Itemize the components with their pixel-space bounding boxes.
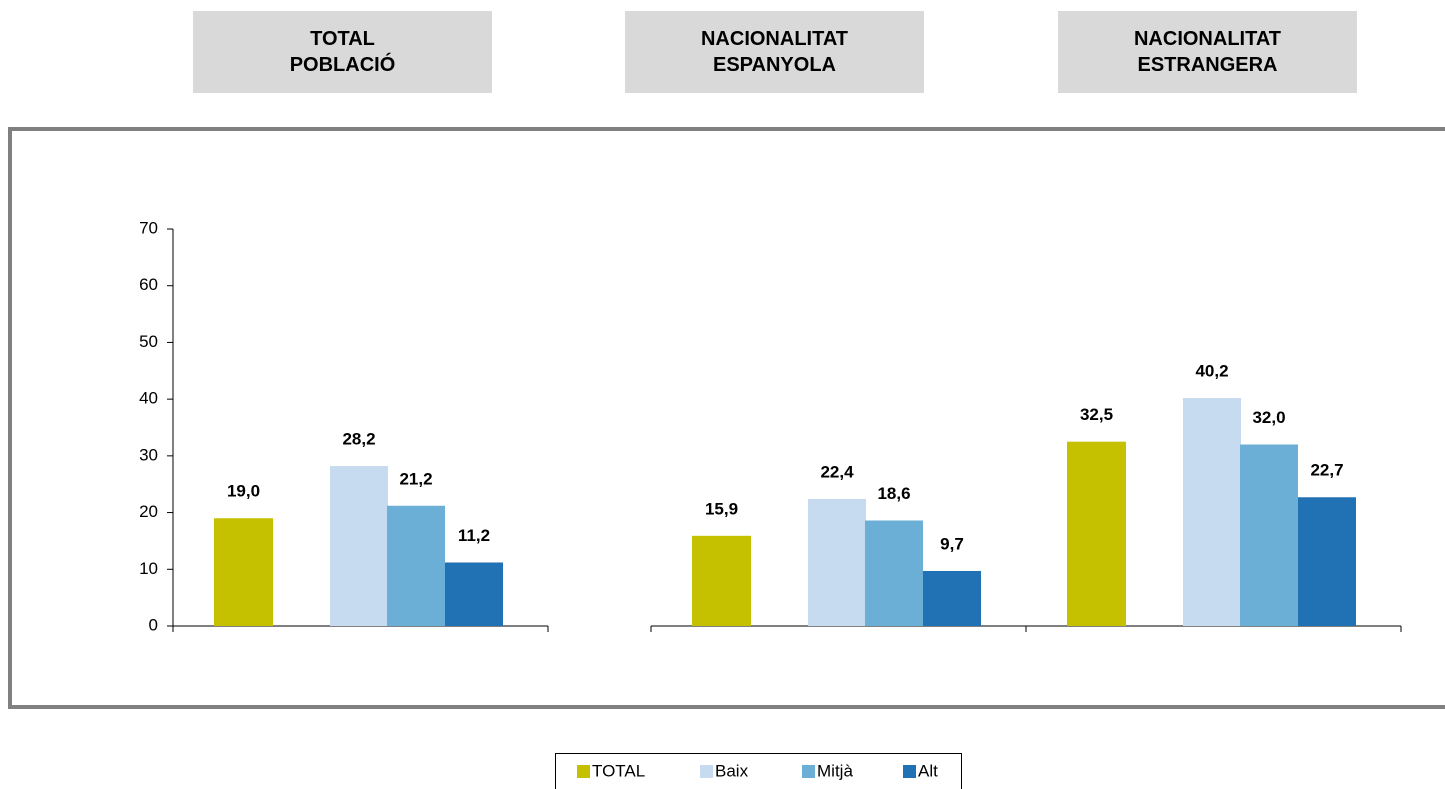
legend-label: Mitjà	[817, 761, 853, 780]
y-tick-label: 50	[139, 332, 158, 351]
y-tick-label: 30	[139, 445, 158, 464]
legend-swatch	[903, 765, 916, 778]
bar	[330, 466, 388, 626]
value-label: 18,6	[877, 484, 910, 503]
legend-swatch	[577, 765, 590, 778]
legend-label: Alt	[918, 761, 938, 780]
y-tick-label: 70	[139, 218, 158, 237]
group-header-text: TOTAL POBLACIÓ	[289, 28, 396, 76]
bar	[1067, 441, 1126, 626]
value-label: 28,2	[342, 430, 375, 449]
bar	[865, 520, 923, 626]
value-label: 22,7	[1310, 461, 1343, 480]
group-header-text: NACIONALITAT ESTRANGERA	[1133, 28, 1281, 76]
bar	[214, 518, 273, 626]
bar	[808, 498, 866, 626]
legend-label: TOTAL	[592, 761, 645, 780]
bar	[1183, 398, 1241, 626]
bar	[1240, 444, 1298, 626]
value-label: 32,0	[1252, 408, 1285, 427]
group-header: NACIONALITAT ESTRANGERA	[1058, 11, 1357, 93]
bar	[923, 570, 981, 626]
y-tick-label: 60	[139, 275, 158, 294]
legend-box	[555, 753, 962, 789]
value-label: 9,7	[940, 534, 964, 553]
y-tick-label: 10	[139, 559, 158, 578]
value-label: 19,0	[227, 482, 260, 501]
legend-label: Baix	[715, 761, 749, 780]
group-header-text: NACIONALITAT ESPANYOLA	[700, 28, 848, 76]
value-label: 11,2	[458, 526, 490, 545]
value-label: 15,9	[705, 499, 738, 518]
y-tick-label: 0	[149, 615, 158, 634]
legend-swatch	[802, 765, 815, 778]
group-header: TOTAL POBLACIÓ	[193, 11, 492, 93]
bar	[445, 562, 503, 626]
chart-frame	[8, 127, 1445, 709]
value-label: 32,5	[1080, 405, 1113, 424]
group-header: NACIONALITAT ESPANYOLA	[625, 11, 924, 93]
bar	[1298, 497, 1356, 626]
value-label: 40,2	[1195, 361, 1228, 380]
bar	[387, 505, 445, 626]
legend-swatch	[700, 765, 713, 778]
value-label: 22,4	[820, 462, 854, 481]
y-tick-label: 40	[139, 389, 158, 408]
bar	[692, 535, 751, 626]
y-tick-label: 20	[139, 502, 158, 521]
value-label: 21,2	[399, 469, 432, 488]
